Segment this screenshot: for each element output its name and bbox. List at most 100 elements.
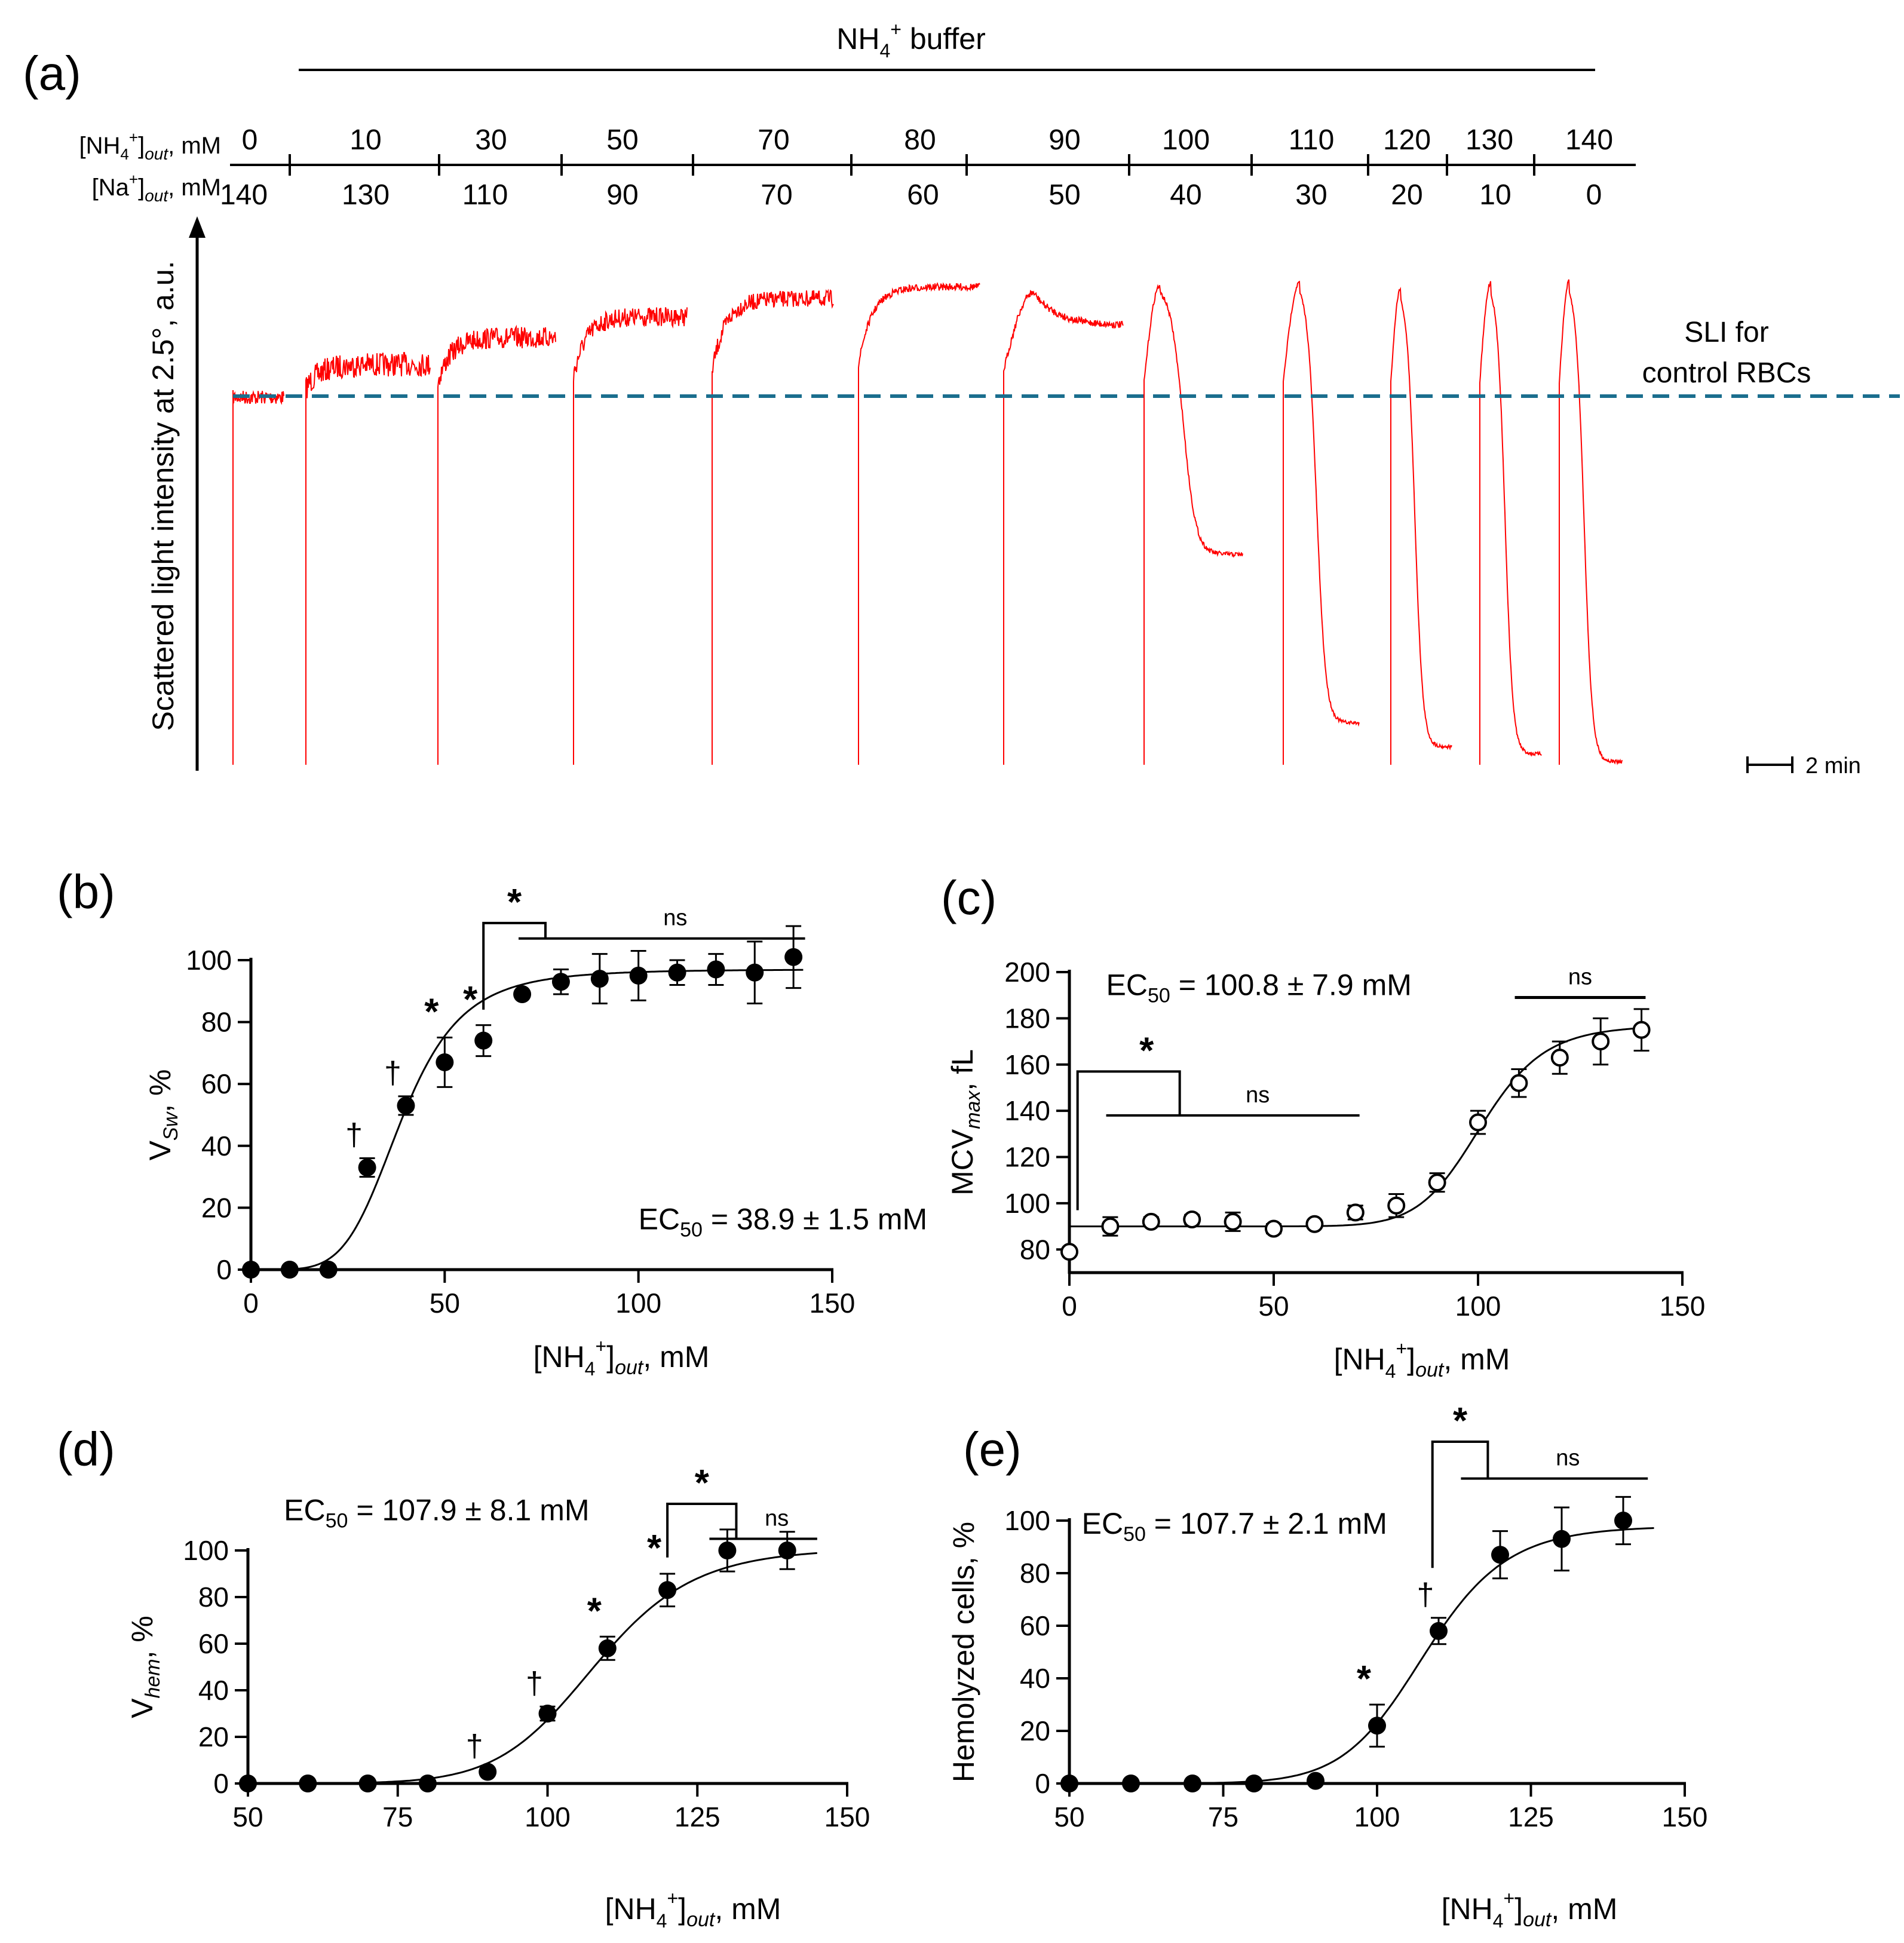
x-axis-label-part-1: 4 xyxy=(657,1910,667,1932)
x-axis-label-part-4: out xyxy=(1415,1359,1445,1381)
nh4-row-label: [NH4+]out, mM xyxy=(79,128,221,163)
data-point-c-12 xyxy=(1550,1049,1569,1067)
x-axis-label-part-1: 4 xyxy=(585,1358,596,1380)
y-axis-label-main: MCV xyxy=(946,1129,979,1196)
y-axis-label-sub: hem xyxy=(142,1659,164,1698)
sli-trace-7 xyxy=(1143,284,1243,765)
data-point-b-0 xyxy=(242,1261,260,1279)
bracket-star-label-c: * xyxy=(1139,1030,1154,1071)
y-tick-label-d-2: 40 xyxy=(198,1675,229,1706)
x-tick-label-c-0: 0 xyxy=(1062,1291,1077,1322)
na-row-label: [Na+]out, mM xyxy=(92,170,221,205)
bracket-star-b xyxy=(482,921,547,1010)
bracket-star-e xyxy=(1431,1441,1489,1568)
significance-mark-d-0: † xyxy=(466,1729,483,1764)
na-value-3: 90 xyxy=(606,179,638,211)
nh4-value-5: 80 xyxy=(904,124,936,156)
panel-e: (e) 50 75 100 125 150 0 20 40 60 80 100 [NH4+]out, m… xyxy=(947,1400,1707,1932)
data-point-e-1 xyxy=(1122,1775,1140,1792)
data-point-d-6 xyxy=(598,1639,617,1657)
na-value-2: 110 xyxy=(462,179,508,211)
sli-trace-0 xyxy=(232,390,284,765)
ec50-label-value: = 107.9 ± 8.1 mM xyxy=(348,1493,589,1527)
y-tick-label-c-1: 100 xyxy=(1004,1188,1050,1219)
ec50-label-e: EC50 = 107.7 ± 2.1 mM xyxy=(1082,1507,1387,1546)
bracket-ns-label-e: ns xyxy=(1556,1446,1580,1471)
x-axis-label-c: [NH4+]out, mM xyxy=(1334,1338,1510,1382)
ec50-label-sub: 50 xyxy=(1148,985,1170,1007)
data-point-c-14 xyxy=(1632,1020,1651,1039)
ec50-label-value: = 38.9 ± 1.5 mM xyxy=(703,1203,927,1236)
x-axis-label-part-4: out xyxy=(615,1356,644,1379)
data-point-b-6 xyxy=(474,1031,493,1050)
y-tick-label-b-2: 40 xyxy=(201,1130,232,1161)
y-tick-label-d-5: 100 xyxy=(183,1535,229,1566)
nh4-value-4: 70 xyxy=(758,124,789,156)
ec50-label-sub: 50 xyxy=(326,1509,348,1532)
data-point-b-14 xyxy=(784,948,803,966)
x-axis-label-part-1: 4 xyxy=(1385,1360,1396,1382)
x-axis-label-part-5: , mM xyxy=(643,1340,709,1374)
segment-ticks xyxy=(289,154,1535,176)
bracket-star-d xyxy=(666,1503,738,1558)
y-axis-label-c: MCVmax, fL xyxy=(946,1049,985,1196)
x-tick-label-e-3: 125 xyxy=(1508,1801,1554,1832)
nh4-value-10: 130 xyxy=(1465,124,1513,156)
x-axis-label-part-0: [NH xyxy=(605,1892,657,1926)
data-point-b-13 xyxy=(746,963,764,982)
data-point-b-4 xyxy=(397,1096,415,1115)
data-point-d-4 xyxy=(479,1763,497,1781)
sli-trace-4 xyxy=(712,289,834,765)
sli-trace-9 xyxy=(1390,286,1452,765)
na-value-10: 10 xyxy=(1479,179,1511,211)
data-point-b-8 xyxy=(551,973,570,991)
data-point-d-5 xyxy=(538,1705,557,1723)
data-point-e-2 xyxy=(1184,1775,1201,1792)
panel-d: (d) 50 75 100 125 150 0 20 40 60 80 100 [NH4+]out, m… xyxy=(57,1423,870,1932)
x-axis-label-part-4: out xyxy=(1523,1908,1552,1931)
data-point-c-10 xyxy=(1469,1113,1487,1132)
y-axis-label-unit: , % xyxy=(125,1616,159,1659)
y-tick-label-d-0: 0 xyxy=(213,1768,229,1799)
bracket-star-label-e: * xyxy=(1453,1400,1468,1442)
data-point-d-8 xyxy=(718,1541,737,1559)
sli-label-line2: control RBCs xyxy=(1642,357,1811,389)
sli-label-line1: SLI for xyxy=(1684,317,1768,348)
ec50-label-text: EC xyxy=(639,1203,680,1236)
significance-mark-d-2: * xyxy=(587,1590,602,1632)
x-axis-label-b: [NH4+]out, mM xyxy=(534,1335,710,1380)
nh4-value-6: 90 xyxy=(1048,124,1080,156)
significance-mark-b-2: * xyxy=(424,992,439,1033)
x-axis-label-part-3: ] xyxy=(1407,1343,1415,1376)
ec50-label-d: EC50 = 107.9 ± 8.1 mM xyxy=(284,1493,589,1532)
data-point-e-7 xyxy=(1491,1546,1509,1564)
scale-bar-label: 2 min xyxy=(1805,753,1861,779)
y-tick-label-e-2: 40 xyxy=(1020,1663,1050,1694)
nh4-value-1: 10 xyxy=(349,124,381,156)
x-tick-label-d-4: 150 xyxy=(824,1801,870,1832)
na-value-4: 70 xyxy=(761,179,792,211)
y-tick-label-c-5: 180 xyxy=(1004,1003,1050,1034)
x-axis-label-part-3: ] xyxy=(1514,1892,1523,1926)
ec50-label-text: EC xyxy=(284,1493,325,1527)
ec50-label-value: = 100.8 ± 7.9 mM xyxy=(1170,969,1412,1002)
x-axis-label-part-2: + xyxy=(1503,1887,1514,1909)
x-tick-label-b-2: 100 xyxy=(615,1288,661,1319)
y-axis-label-e: Hemolyzed cells, % xyxy=(947,1522,980,1782)
y-tick-label-e-1: 20 xyxy=(1020,1715,1050,1746)
ec50-label-c: EC50 = 100.8 ± 7.9 mM xyxy=(1106,969,1412,1007)
x-tick-label-e-4: 150 xyxy=(1662,1801,1708,1832)
y-tick-label-e-0: 0 xyxy=(1035,1768,1050,1799)
x-axis-label-part-3: ] xyxy=(606,1340,615,1374)
data-point-b-1 xyxy=(280,1261,299,1279)
nh4-buffer-label: NH4+ buffer xyxy=(836,19,986,62)
sli-trace-1 xyxy=(305,352,431,765)
nh4-value-8: 110 xyxy=(1289,124,1335,156)
y-tick-label-d-1: 20 xyxy=(198,1721,229,1752)
significance-mark-b-1: † xyxy=(384,1056,401,1090)
ec50-label-value: = 107.7 ± 2.1 mM xyxy=(1146,1507,1387,1540)
x-tick-label-e-1: 75 xyxy=(1208,1801,1238,1832)
ec50-label-text: EC xyxy=(1082,1507,1123,1540)
